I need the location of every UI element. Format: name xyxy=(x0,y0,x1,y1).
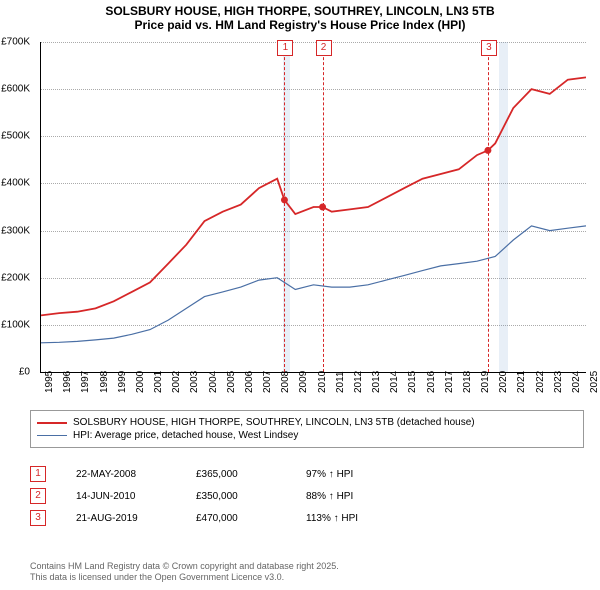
x-tick-label: 2005 xyxy=(226,371,237,393)
x-tick-label: 2006 xyxy=(244,371,255,393)
footer: Contains HM Land Registry data © Crown c… xyxy=(30,561,339,584)
sale-marker: 1 xyxy=(30,466,46,482)
x-tick-label: 1996 xyxy=(62,371,73,393)
legend-swatch-blue xyxy=(37,435,67,436)
legend-label: HPI: Average price, detached house, West… xyxy=(73,430,298,441)
y-tick-label: £500K xyxy=(0,131,30,142)
event-marker: 2 xyxy=(316,40,332,56)
footer-line-2: This data is licensed under the Open Gov… xyxy=(30,572,339,584)
sale-date: 22-MAY-2008 xyxy=(76,469,166,480)
x-tick-label: 2008 xyxy=(280,371,291,393)
chart-container: SOLSBURY HOUSE, HIGH THORPE, SOUTHREY, L… xyxy=(0,0,600,590)
sale-row: 2 14-JUN-2010 £350,000 88% ↑ HPI xyxy=(30,488,570,504)
legend-swatch-red xyxy=(37,422,67,424)
sales-table: 1 22-MAY-2008 £365,000 97% ↑ HPI 2 14-JU… xyxy=(30,460,570,532)
x-tick-label: 2025 xyxy=(589,371,600,393)
legend-row: SOLSBURY HOUSE, HIGH THORPE, SOUTHREY, L… xyxy=(37,417,577,428)
y-tick-label: £300K xyxy=(0,225,30,236)
sale-row: 1 22-MAY-2008 £365,000 97% ↑ HPI xyxy=(30,466,570,482)
x-tick-label: 2003 xyxy=(189,371,200,393)
x-tick-label: 1995 xyxy=(44,371,55,393)
x-tick-label: 1999 xyxy=(117,371,128,393)
x-tick-label: 2001 xyxy=(153,371,164,393)
sale-price: £365,000 xyxy=(196,469,276,480)
plot-area: 123 199519961997199819992000200120022003… xyxy=(40,42,586,373)
sale-row: 3 21-AUG-2019 £470,000 113% ↑ HPI xyxy=(30,510,570,526)
sale-price: £350,000 xyxy=(196,491,276,502)
x-tick-label: 2023 xyxy=(553,371,564,393)
x-tick-label: 2021 xyxy=(516,371,527,393)
x-tick-label: 2019 xyxy=(480,371,491,393)
x-tick-label: 2012 xyxy=(353,371,364,393)
event-marker: 3 xyxy=(481,40,497,56)
sale-date: 21-AUG-2019 xyxy=(76,513,166,524)
legend-label: SOLSBURY HOUSE, HIGH THORPE, SOUTHREY, L… xyxy=(73,417,475,428)
legend: SOLSBURY HOUSE, HIGH THORPE, SOUTHREY, L… xyxy=(30,410,584,448)
title-line-2: Price paid vs. HM Land Registry's House … xyxy=(0,18,600,32)
x-tick-label: 2002 xyxy=(171,371,182,393)
price-paid-line xyxy=(41,77,586,315)
x-tick-label: 2014 xyxy=(389,371,400,393)
line-chart-svg xyxy=(41,42,586,372)
sale-point xyxy=(319,204,326,211)
x-tick-label: 2011 xyxy=(335,371,346,393)
y-tick-label: £200K xyxy=(0,272,30,283)
y-tick-label: £100K xyxy=(0,319,30,330)
x-tick-label: 2013 xyxy=(371,371,382,393)
sale-pct: 113% ↑ HPI xyxy=(306,513,358,524)
sale-marker: 2 xyxy=(30,488,46,504)
x-tick-label: 2000 xyxy=(135,371,146,393)
hpi-line xyxy=(41,226,586,343)
legend-row: HPI: Average price, detached house, West… xyxy=(37,430,577,441)
y-tick-label: £700K xyxy=(0,37,30,48)
sale-marker: 3 xyxy=(30,510,46,526)
y-tick-label: £400K xyxy=(0,178,30,189)
y-tick-label: £0 xyxy=(0,367,30,378)
x-tick-label: 2024 xyxy=(571,371,582,393)
x-tick-label: 2009 xyxy=(298,371,309,393)
x-tick-label: 1998 xyxy=(99,371,110,393)
x-tick-label: 2018 xyxy=(462,371,473,393)
title-line-1: SOLSBURY HOUSE, HIGH THORPE, SOUTHREY, L… xyxy=(0,0,600,18)
footer-line-1: Contains HM Land Registry data © Crown c… xyxy=(30,561,339,573)
sale-price: £470,000 xyxy=(196,513,276,524)
x-tick-label: 2015 xyxy=(407,371,418,393)
sale-point xyxy=(484,147,491,154)
sale-date: 14-JUN-2010 xyxy=(76,491,166,502)
x-tick-label: 2004 xyxy=(208,371,219,393)
y-tick-label: £600K xyxy=(0,84,30,95)
x-tick-label: 2022 xyxy=(535,371,546,393)
x-tick-label: 1997 xyxy=(80,371,91,393)
event-marker: 1 xyxy=(277,40,293,56)
x-tick-label: 2007 xyxy=(262,371,273,393)
sale-pct: 88% ↑ HPI xyxy=(306,491,353,502)
x-tick-label: 2017 xyxy=(444,371,455,393)
x-tick-label: 2016 xyxy=(426,371,437,393)
x-tick-label: 2010 xyxy=(317,371,328,393)
sale-point xyxy=(281,196,288,203)
x-tick-label: 2020 xyxy=(498,371,509,393)
sale-pct: 97% ↑ HPI xyxy=(306,469,353,480)
